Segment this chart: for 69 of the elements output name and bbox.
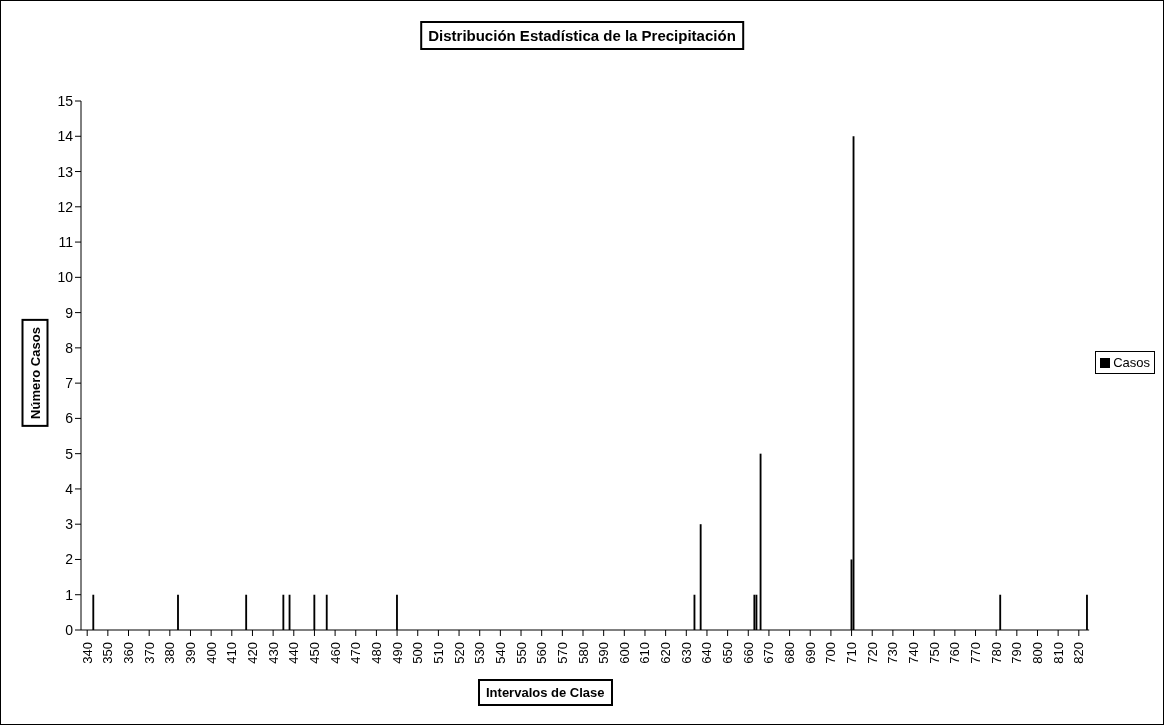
y-tick-label: 8 — [65, 339, 74, 356]
y-tick-label: 7 — [65, 375, 74, 392]
x-tick-label: 790 — [1009, 642, 1025, 664]
x-tick-label: 810 — [1050, 642, 1066, 664]
x-tick-label: 340 — [79, 642, 95, 664]
x-tick-label: 730 — [885, 642, 901, 664]
x-tick-label: 590 — [596, 642, 612, 664]
x-tick-label: 820 — [1071, 642, 1087, 664]
y-tick-label: 13 — [57, 163, 74, 180]
x-tick-label: 530 — [472, 642, 488, 664]
x-tick-label: 760 — [947, 642, 963, 664]
x-tick-label: 480 — [368, 642, 384, 664]
x-tick-label: 660 — [740, 642, 756, 664]
y-tick-label: 14 — [57, 128, 74, 145]
x-tick-label: 470 — [348, 642, 364, 664]
x-tick-label: 350 — [100, 642, 116, 664]
x-tick-label: 720 — [864, 642, 880, 664]
x-tick-label: 400 — [203, 642, 219, 664]
x-axis-title: Intervalos de Clase — [478, 679, 613, 706]
x-tick-label: 570 — [554, 642, 570, 664]
y-tick-label: 12 — [57, 198, 74, 215]
y-tick-label: 10 — [57, 269, 74, 286]
x-tick-label: 640 — [699, 642, 715, 664]
x-tick-label: 420 — [244, 642, 260, 664]
x-tick-label: 510 — [430, 642, 446, 664]
x-tick-label: 750 — [926, 642, 942, 664]
x-tick-label: 550 — [513, 642, 529, 664]
x-tick-label: 600 — [616, 642, 632, 664]
legend-label: Casos — [1113, 355, 1150, 370]
y-tick-label: 9 — [65, 304, 74, 321]
y-tick-label: 2 — [65, 551, 74, 568]
x-tick-label: 430 — [265, 642, 281, 664]
x-tick-label: 370 — [141, 642, 157, 664]
x-tick-label: 440 — [286, 642, 302, 664]
y-tick-label: 11 — [58, 234, 74, 251]
x-tick-label: 680 — [782, 642, 798, 664]
x-tick-label: 710 — [844, 642, 860, 664]
y-tick-label: 5 — [65, 445, 74, 462]
y-tick-label: 0 — [65, 621, 74, 638]
x-tick-label: 520 — [451, 642, 467, 664]
x-tick-label: 770 — [968, 642, 984, 664]
x-tick-label: 800 — [1029, 642, 1045, 664]
x-tick-label: 650 — [720, 642, 736, 664]
x-tick-label: 410 — [224, 642, 240, 664]
x-tick-label: 390 — [182, 642, 198, 664]
y-tick-label: 3 — [65, 516, 74, 533]
x-tick-label: 380 — [162, 642, 178, 664]
x-tick-label: 630 — [678, 642, 694, 664]
x-tick-label: 560 — [534, 642, 550, 664]
x-tick-label: 580 — [575, 642, 591, 664]
x-tick-label: 740 — [906, 642, 922, 664]
y-axis-title: Número Casos — [27, 327, 43, 419]
y-tick-label: 15 — [57, 92, 74, 109]
y-tick-label: 4 — [65, 480, 74, 497]
x-tick-label: 610 — [637, 642, 653, 664]
x-tick-label: 540 — [492, 642, 508, 664]
x-tick-label: 500 — [410, 642, 426, 664]
x-tick-label: 490 — [389, 642, 405, 664]
x-tick-label: 690 — [802, 642, 818, 664]
x-tick-label: 450 — [306, 642, 322, 664]
x-tick-label: 780 — [988, 642, 1004, 664]
x-tick-label: 620 — [658, 642, 674, 664]
x-tick-label: 360 — [121, 642, 137, 664]
x-tick-label: 670 — [761, 642, 777, 664]
y-tick-label: 1 — [65, 586, 74, 603]
chart-title: Distribución Estadística de la Precipitación — [420, 21, 744, 50]
x-tick-label: 700 — [823, 642, 839, 664]
x-tick-label: 460 — [327, 642, 343, 664]
y-tick-label: 6 — [65, 410, 74, 427]
